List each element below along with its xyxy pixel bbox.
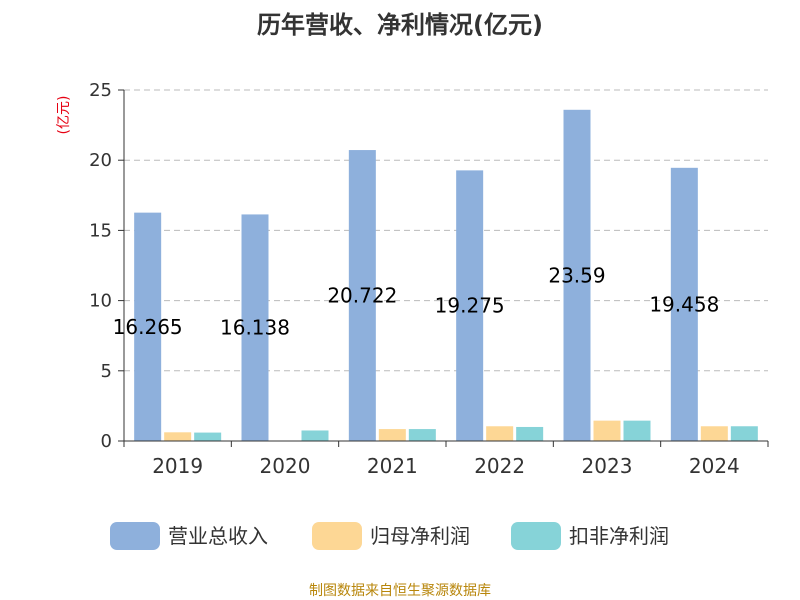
legend-swatch	[511, 522, 561, 550]
data-label: 19.275	[435, 294, 505, 318]
legend-item: 归母净利润	[312, 522, 470, 550]
legend-item: 营业总收入	[110, 522, 268, 550]
legend-swatch	[312, 522, 362, 550]
y-tick-label: 25	[89, 80, 112, 101]
bar	[486, 426, 514, 441]
gridlines	[124, 89, 768, 372]
legend-item: 扣非净利润	[511, 522, 669, 550]
bar	[408, 429, 436, 441]
y-tick-label: 5	[101, 361, 112, 382]
legend-label: 扣非净利润	[569, 524, 669, 548]
bar	[456, 170, 484, 441]
y-tick-label: 0	[101, 431, 112, 452]
bar	[134, 212, 162, 441]
x-tick-label: 2021	[367, 454, 418, 478]
legend: 营业总收入 归母净利润 扣非净利润	[110, 522, 669, 550]
x-tick-label: 2024	[689, 454, 740, 478]
y-tick-label: 15	[89, 220, 112, 241]
bar	[164, 432, 192, 441]
legend-label: 营业总收入	[168, 524, 268, 548]
legend-swatch	[110, 522, 160, 550]
source-note: 制图数据来自恒生聚源数据库	[309, 583, 491, 599]
data-label: 20.722	[327, 284, 397, 308]
data-labels: 16.265 16.138 20.722 19.275 23.59 19.458	[113, 263, 720, 339]
bar	[241, 214, 269, 441]
data-label: 16.265	[113, 315, 183, 339]
bar	[670, 167, 698, 441]
axes: 0 5 10 15 20 25 2019 2020 2021 2022 2023 2024	[89, 80, 769, 478]
bars	[134, 109, 758, 442]
x-tick-label: 2022	[474, 454, 525, 478]
bar	[730, 426, 758, 441]
bar	[700, 426, 728, 441]
bar	[378, 429, 406, 441]
bar	[516, 426, 544, 441]
bar	[563, 109, 591, 442]
x-tick-label: 2020	[260, 454, 311, 478]
x-tick-label: 2019	[152, 454, 203, 478]
data-label: 19.458	[649, 292, 719, 316]
bar	[348, 150, 376, 442]
data-label: 23.59	[548, 263, 605, 287]
x-tick-label: 2023	[582, 454, 633, 478]
bar	[301, 430, 329, 441]
legend-label: 归母净利润	[370, 524, 470, 548]
data-label: 16.138	[220, 316, 290, 340]
y-tick-label: 10	[89, 291, 112, 312]
y-axis-unit-label: (亿元)	[56, 96, 72, 135]
bar	[623, 420, 651, 441]
bar	[593, 420, 621, 441]
chart-title: 历年营收、净利情况(亿元)	[257, 11, 543, 39]
bar	[194, 432, 222, 441]
y-tick-label: 20	[89, 150, 112, 171]
